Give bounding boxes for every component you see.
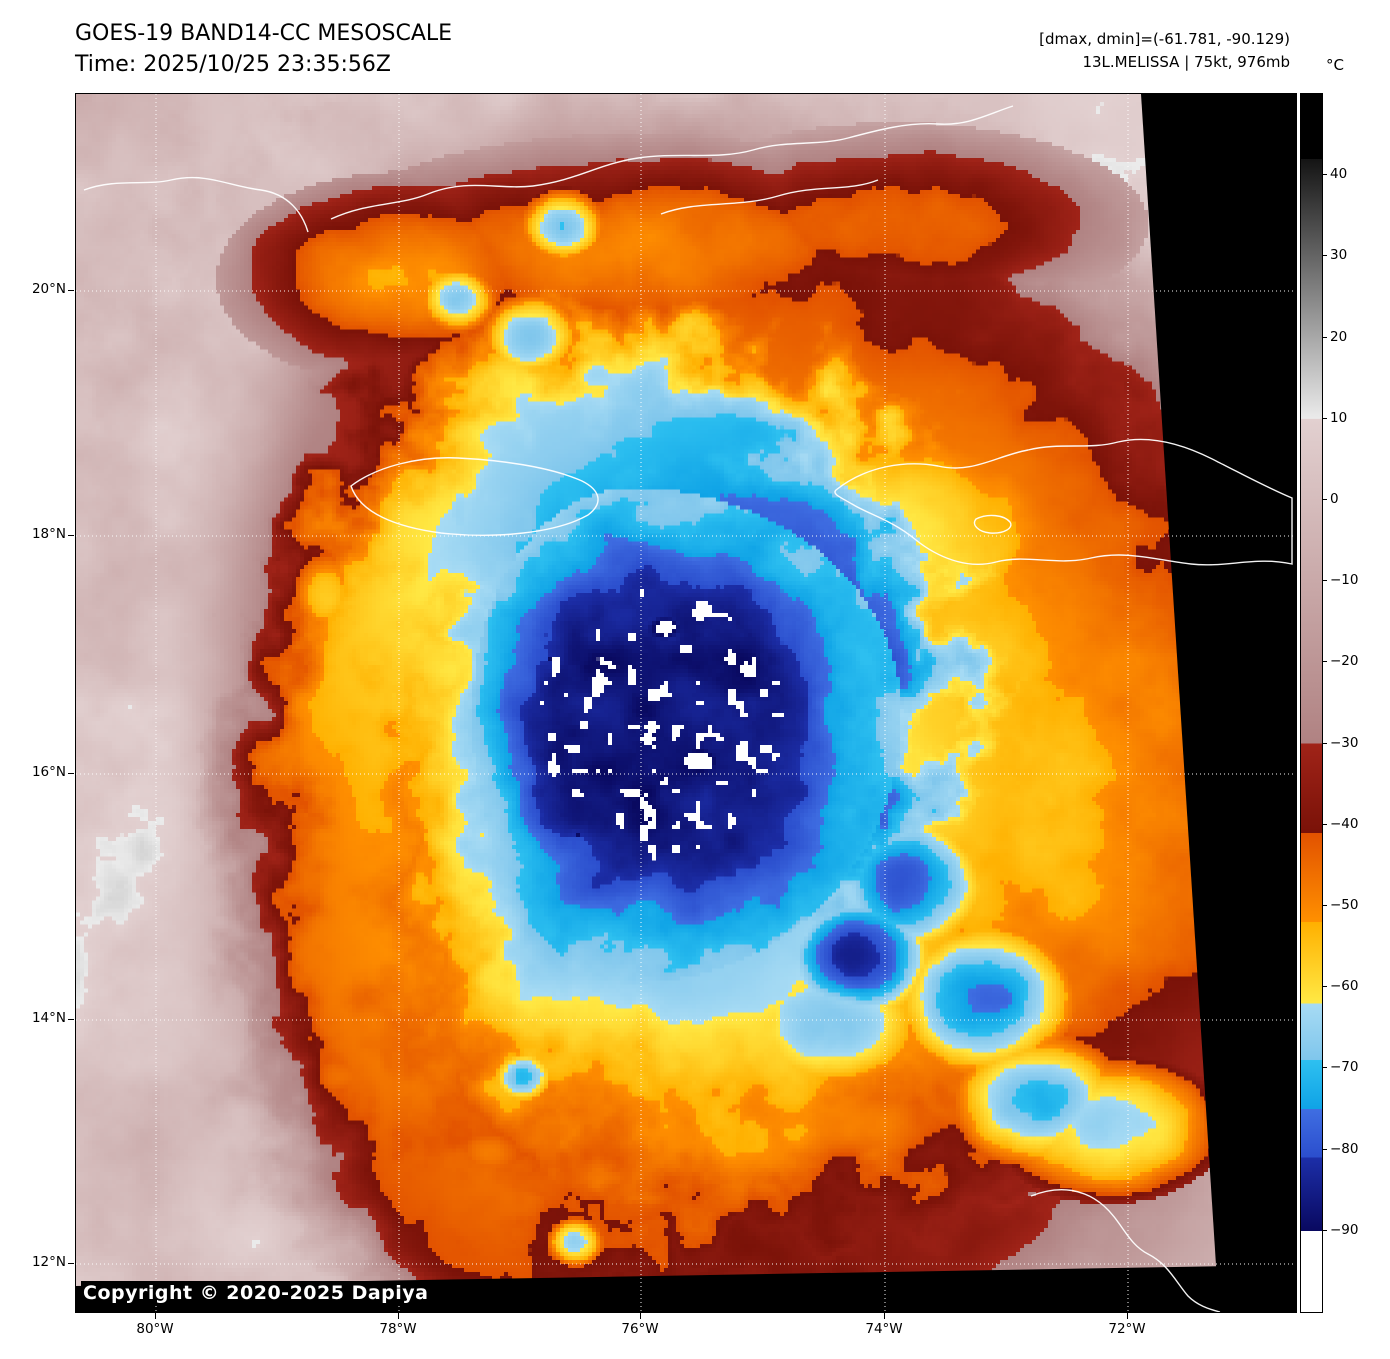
colorbar-tick-mark — [1323, 174, 1327, 176]
colorbar-tick-label: 0 — [1330, 491, 1339, 507]
colorbar-tick-label: 40 — [1330, 166, 1348, 183]
latitude-tick-mark — [68, 1019, 74, 1020]
colorbar-tick-mark — [1323, 580, 1327, 582]
longitude-tick-label: 80°W — [136, 1321, 174, 1337]
latitude-tick-label: 16°N — [31, 764, 66, 780]
colorbar-tick-label: 10 — [1330, 409, 1348, 426]
range-info: [dmax, dmin]=(-61.781, -90.129) — [1039, 30, 1290, 48]
latitude-tick-label: 20°N — [31, 281, 66, 297]
colorbar-tick-label: −70 — [1330, 1059, 1359, 1076]
longitude-tick-mark — [640, 1313, 641, 1319]
colorbar-tick-label: −90 — [1330, 1221, 1359, 1238]
latitude-tick-mark — [68, 1263, 74, 1264]
longitude-tick-mark — [155, 1313, 156, 1319]
colorbar-tick-mark — [1323, 661, 1327, 663]
latitude-tick-label: 12°N — [31, 1254, 66, 1270]
colorbar-tick-label: −20 — [1330, 653, 1359, 670]
longitude-tick-mark — [884, 1313, 885, 1319]
title-block: GOES-19 BAND14-CC MESOSCALE Time: 2025/1… — [75, 18, 452, 80]
longitude-tick-label: 72°W — [1108, 1321, 1146, 1337]
colorbar-tick-label: −30 — [1330, 734, 1359, 751]
longitude-tick-label: 78°W — [379, 1321, 417, 1337]
colorbar-tick-label: −80 — [1330, 1140, 1359, 1157]
colorbar-tick-mark — [1323, 417, 1327, 419]
latitude-tick-mark — [68, 290, 74, 291]
colorbar-tick-mark — [1323, 823, 1327, 825]
colorbar-tick-label: −50 — [1330, 897, 1359, 913]
colorbar-unit-label: °C — [1326, 56, 1344, 74]
storm-info: 13L.MELISSA | 75kt, 976mb — [1082, 53, 1290, 71]
colorbar-tick-mark — [1323, 742, 1327, 744]
longitude-tick-label: 76°W — [621, 1321, 659, 1337]
colorbar-tick-mark — [1323, 499, 1327, 500]
satellite-map: Copyright © 2020-2025 Dapiya — [75, 93, 1297, 1313]
timestamp: Time: 2025/10/25 23:35:56Z — [75, 52, 391, 77]
longitude-tick-mark — [1127, 1313, 1128, 1319]
copyright-watermark: Copyright © 2020-2025 Dapiya — [81, 1281, 435, 1306]
longitude-tick-label: 74°W — [865, 1321, 903, 1337]
colorbar-tick-mark — [1323, 986, 1327, 988]
info-block: [dmax, dmin]=(-61.781, -90.129) 13L.MELI… — [1039, 28, 1290, 74]
colorbar-tick-label: 30 — [1330, 247, 1348, 264]
colorbar-tick-label: −40 — [1330, 815, 1359, 832]
colorbar-tick-mark — [1323, 905, 1327, 906]
colorbar-tick-mark — [1323, 1229, 1327, 1231]
colorbar — [1300, 93, 1323, 1313]
longitude-tick-mark — [398, 1313, 399, 1319]
colorbar-tick-label: −10 — [1330, 572, 1359, 589]
colorbar-tick-mark — [1323, 255, 1327, 257]
latitude-tick-mark — [68, 773, 74, 774]
latitude-tick-label: 14°N — [31, 1010, 66, 1026]
colorbar-tick-label: −60 — [1330, 978, 1359, 995]
latitude-tick-mark — [68, 535, 74, 536]
satellite-canvas — [76, 94, 1296, 1312]
latitude-tick-label: 18°N — [31, 526, 66, 542]
page-title: GOES-19 BAND14-CC MESOSCALE — [75, 21, 453, 46]
colorbar-tick-mark — [1323, 336, 1327, 338]
colorbar-tick-mark — [1323, 1067, 1327, 1069]
colorbar-tick-label: 20 — [1330, 328, 1348, 345]
colorbar-tick-mark — [1323, 1148, 1327, 1150]
